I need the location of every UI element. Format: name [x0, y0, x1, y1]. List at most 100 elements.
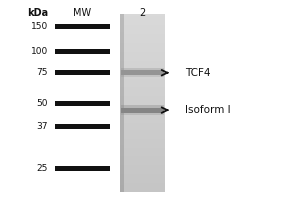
Bar — [120, 132, 124, 134]
Bar — [120, 65, 165, 67]
Bar — [120, 174, 165, 176]
Text: kDa: kDa — [27, 8, 48, 18]
Bar — [120, 174, 124, 176]
Text: 50: 50 — [37, 98, 48, 108]
Bar — [120, 23, 165, 25]
Bar — [120, 63, 124, 65]
Bar — [120, 34, 165, 36]
Bar — [120, 141, 124, 143]
Bar — [120, 61, 165, 63]
Bar — [120, 176, 165, 179]
Bar — [120, 41, 124, 43]
Bar — [120, 14, 124, 16]
Bar — [120, 85, 124, 87]
Bar — [121, 105, 164, 108]
Bar — [120, 110, 124, 112]
Bar — [120, 190, 165, 192]
Bar — [120, 112, 165, 114]
Bar — [120, 92, 165, 94]
Bar — [120, 114, 165, 116]
Bar — [120, 179, 124, 181]
Bar — [120, 16, 124, 18]
Bar — [120, 183, 165, 185]
Bar — [120, 185, 165, 188]
Bar — [120, 168, 124, 170]
Bar — [55, 166, 110, 171]
Bar — [120, 148, 124, 150]
Bar — [120, 67, 165, 70]
Bar — [120, 30, 124, 32]
Bar — [120, 185, 124, 188]
Bar — [120, 163, 124, 165]
Bar — [120, 143, 124, 145]
Bar — [120, 132, 165, 134]
Bar — [120, 114, 124, 116]
Bar — [120, 38, 124, 41]
Text: 150: 150 — [31, 22, 48, 31]
Bar — [120, 94, 165, 96]
Bar — [121, 75, 164, 77]
Bar — [55, 70, 110, 75]
Bar — [120, 74, 165, 76]
Bar — [120, 43, 124, 45]
Bar — [120, 50, 124, 52]
Bar — [120, 90, 124, 92]
Bar — [120, 47, 124, 50]
Bar — [120, 18, 124, 21]
Bar — [120, 16, 165, 18]
Bar — [120, 154, 165, 156]
Bar — [120, 52, 124, 54]
Bar — [120, 161, 124, 163]
Bar — [120, 110, 165, 112]
Bar — [120, 25, 165, 27]
Bar — [120, 30, 165, 32]
Bar — [120, 181, 165, 183]
Bar — [120, 121, 165, 123]
Text: 37: 37 — [37, 122, 48, 131]
Text: 2: 2 — [140, 8, 146, 18]
Bar — [120, 90, 165, 92]
Bar — [55, 24, 110, 29]
Bar — [120, 190, 124, 192]
Bar — [120, 139, 165, 141]
Bar — [120, 136, 165, 139]
Bar — [120, 105, 165, 107]
Bar — [120, 152, 124, 154]
Bar — [120, 145, 124, 148]
Bar — [120, 14, 165, 16]
Bar — [120, 94, 124, 96]
Bar — [120, 125, 124, 127]
Bar — [120, 83, 124, 85]
Bar — [120, 121, 124, 123]
Bar — [120, 87, 124, 90]
Bar — [120, 45, 165, 47]
Bar — [120, 119, 165, 121]
Bar — [120, 123, 124, 125]
Bar — [120, 168, 165, 170]
Bar — [120, 172, 165, 174]
Text: 100: 100 — [31, 47, 48, 56]
Bar — [120, 103, 165, 105]
Bar — [120, 81, 124, 83]
Bar — [120, 119, 124, 121]
Bar — [120, 18, 165, 21]
Bar — [120, 79, 124, 81]
Bar — [120, 87, 165, 90]
Bar — [120, 14, 165, 192]
Bar — [120, 65, 124, 67]
Bar — [120, 170, 124, 172]
Bar — [120, 139, 124, 141]
Bar — [120, 179, 165, 181]
Bar — [121, 70, 164, 75]
Bar — [120, 54, 124, 56]
Bar — [120, 50, 165, 52]
Bar — [120, 27, 165, 30]
Bar — [55, 49, 110, 54]
Text: 25: 25 — [37, 164, 48, 173]
Bar — [120, 36, 165, 38]
Bar — [120, 58, 165, 61]
Bar — [120, 45, 124, 47]
Bar — [120, 85, 165, 87]
Bar — [120, 150, 124, 152]
Bar — [120, 136, 124, 139]
